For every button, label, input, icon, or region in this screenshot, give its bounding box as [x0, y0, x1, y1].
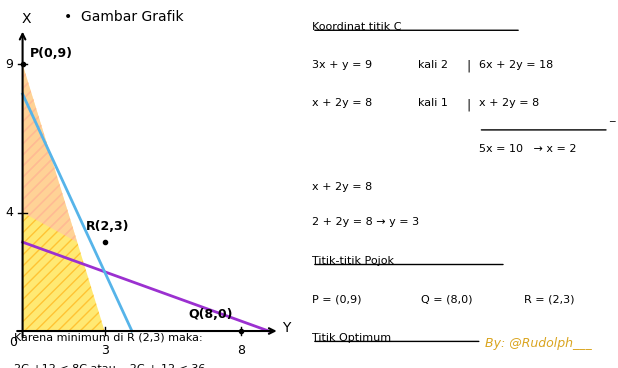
Polygon shape — [23, 64, 241, 331]
Text: Y: Y — [282, 321, 290, 335]
Text: R = (2,3): R = (2,3) — [524, 294, 575, 304]
Text: Karena minimum di R (2,3) maka:: Karena minimum di R (2,3) maka: — [14, 333, 203, 343]
Text: x + 2y = 8: x + 2y = 8 — [478, 98, 539, 109]
Text: kali 1: kali 1 — [418, 98, 448, 109]
Text: 0: 0 — [9, 336, 17, 349]
Text: •  Gambar Grafik: • Gambar Grafik — [64, 10, 183, 24]
Text: Q = (8,0): Q = (8,0) — [421, 294, 473, 304]
Text: X: X — [22, 12, 32, 26]
Text: 3x + y = 9: 3x + y = 9 — [312, 60, 372, 70]
Text: Titik Optimum: Titik Optimum — [312, 333, 391, 343]
Text: Koordinat titik C: Koordinat titik C — [312, 22, 402, 32]
Text: |: | — [467, 60, 471, 73]
Text: 2C +12 < 8C atau    2C + 12 < 36: 2C +12 < 8C atau 2C + 12 < 36 — [14, 364, 206, 368]
Text: 3: 3 — [101, 344, 109, 357]
Text: x + 2y = 8: x + 2y = 8 — [312, 98, 372, 109]
Text: x + 2y = 8: x + 2y = 8 — [312, 183, 372, 192]
Text: _: _ — [609, 113, 614, 123]
Text: P(0,9): P(0,9) — [30, 47, 72, 60]
Text: kali 2: kali 2 — [418, 60, 448, 70]
Text: Titik-titik Pojok: Titik-titik Pojok — [312, 256, 394, 266]
Text: 2 + 2y = 8 → y = 3: 2 + 2y = 8 → y = 3 — [312, 217, 419, 227]
Text: R(2,3): R(2,3) — [85, 220, 129, 233]
Text: 9: 9 — [5, 58, 13, 71]
Text: Q(8,0): Q(8,0) — [188, 308, 233, 321]
Text: By: @Rudolph___: By: @Rudolph___ — [485, 337, 591, 350]
Text: 8: 8 — [237, 344, 245, 357]
Text: |: | — [467, 98, 471, 112]
Text: 5x = 10   → x = 2: 5x = 10 → x = 2 — [478, 144, 576, 154]
Text: 6x + 2y = 18: 6x + 2y = 18 — [478, 60, 553, 70]
Polygon shape — [23, 64, 104, 331]
Text: 4: 4 — [5, 206, 13, 219]
Text: P = (0,9): P = (0,9) — [312, 294, 362, 304]
